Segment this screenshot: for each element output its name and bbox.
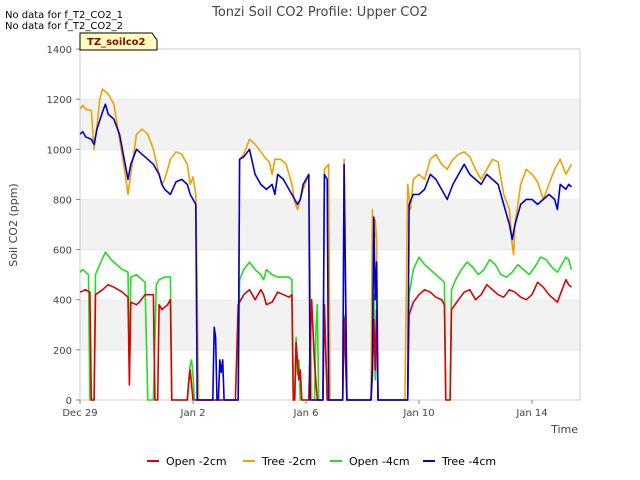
x-tick-label: Dec 29 (62, 408, 97, 419)
badge-label: TZ_soilco2 (87, 37, 146, 48)
legend: Open -2cm Tree -2cm Open -4cm Tree -4cm (147, 455, 496, 468)
legend-label: Open -2cm (166, 455, 227, 468)
y-axis-ticks: 0 200 400 600 800 1000 1200 1400 (47, 45, 80, 407)
series-layer (79, 88, 573, 401)
legend-item[interactable]: Tree -4cm (423, 455, 496, 468)
grid-band (80, 49, 580, 100)
grid-band (80, 99, 580, 150)
y-tick-label: 1200 (47, 95, 72, 106)
x-tick-label: Jan 10 (402, 408, 434, 419)
y-tick-label: 1400 (47, 45, 72, 56)
no-data-note-1: No data for f_T2_CO2_1 (5, 10, 123, 21)
grid-band (80, 149, 580, 200)
legend-item[interactable]: Tree -2cm (243, 455, 316, 468)
x-tick-label: Jan 6 (293, 408, 319, 419)
x-tick-label: Jan 14 (515, 408, 547, 419)
y-axis-label: Soil CO2 (ppm) (7, 183, 20, 266)
legend-label: Tree -4cm (441, 455, 496, 468)
chart-title: Tonzi Soil CO2 Profile: Upper CO2 (211, 5, 428, 20)
grid-band (80, 199, 580, 250)
x-axis-ticks: Dec 29 Jan 2 Jan 6 Jan 10 Jan 14 (62, 400, 548, 419)
series-line-open-2cm (79, 278, 573, 401)
badge-shape (79, 32, 158, 51)
no-data-note-2: No data for f_T2_CO2_2 (5, 21, 123, 32)
y-tick-label: 400 (53, 296, 72, 307)
legend-item[interactable]: Open -4cm (330, 455, 410, 468)
series-line-tree-4cm (79, 103, 573, 401)
legend-label: Open -4cm (349, 455, 410, 468)
x-tick-label: Jan 2 (180, 408, 206, 419)
legend-item[interactable]: Open -2cm (147, 455, 227, 468)
x-axis-label: Time (550, 423, 578, 436)
y-tick-label: 200 (53, 346, 72, 357)
y-tick-label: 0 (66, 396, 72, 407)
y-tick-label: 1000 (47, 145, 72, 156)
legend-label: Tree -2cm (261, 455, 316, 468)
site-badge[interactable]: TZ_soilco2 (79, 32, 158, 51)
y-tick-label: 800 (53, 195, 72, 206)
y-tick-label: 600 (53, 246, 72, 257)
